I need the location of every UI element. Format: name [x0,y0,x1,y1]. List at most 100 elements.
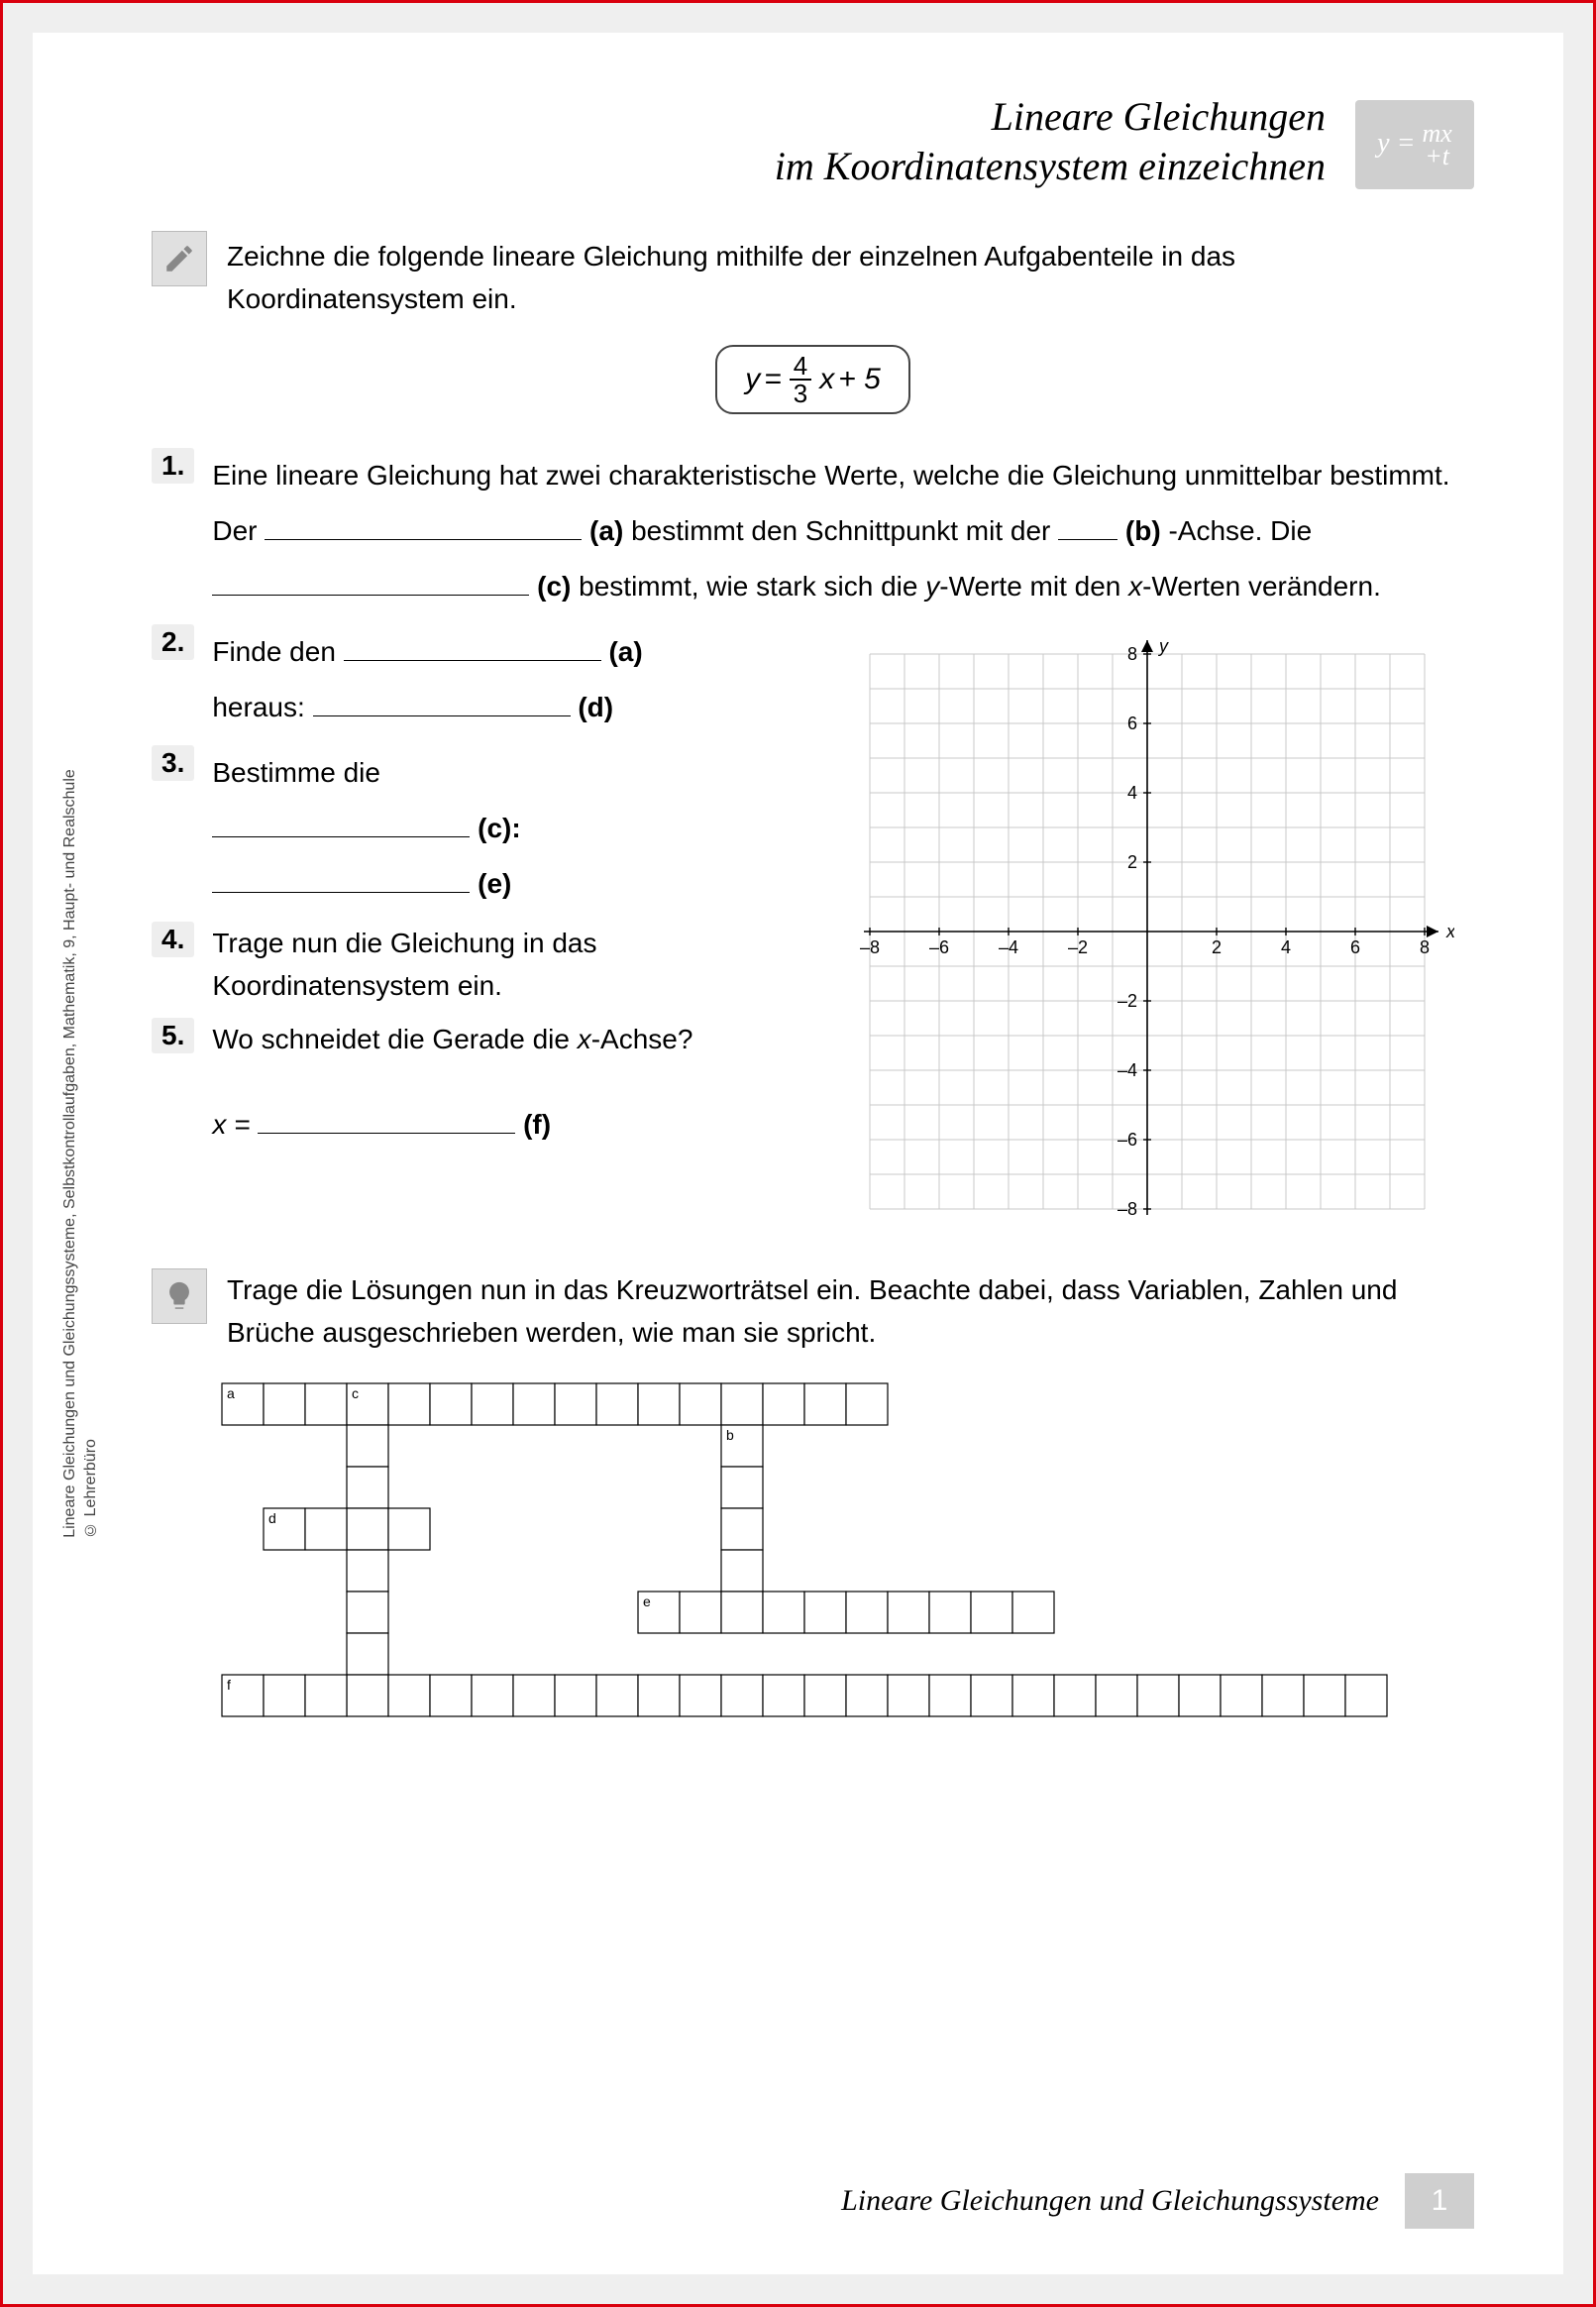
svg-text:f: f [227,1677,231,1693]
svg-text:2: 2 [1212,937,1222,957]
svg-text:–4: –4 [1117,1060,1137,1080]
svg-text:c: c [352,1385,359,1401]
intro-text: Zeichne die folgende lineare Gleichung m… [227,231,1474,321]
eq-den: 3 [790,381,811,406]
t1-blank-a[interactable] [265,512,582,540]
t3-pre: Bestimme die [212,757,380,788]
crossword-intro: Trage die Lösungen nun in das Kreuzwortr… [227,1268,1474,1355]
t3-label-e: (e) [478,868,511,899]
svg-text:–8: –8 [1117,1199,1137,1219]
task-5-body: Wo schneidet die Gerade die x-Achse? x =… [212,1018,810,1147]
formula-badge: y = mx +t [1355,100,1474,189]
svg-text:–2: –2 [1068,937,1088,957]
t3-blank-c[interactable] [212,810,470,837]
t1-blank-c[interactable] [212,568,529,596]
t5-post: -Achse? [591,1024,693,1054]
t1-blank-b[interactable] [1058,512,1117,540]
badge-y: y [1377,127,1389,158]
footer-text: Lineare Gleichungen und Gleichungssystem… [841,2184,1379,2218]
svg-text:a: a [227,1385,235,1401]
badge-eq: = [1397,127,1416,158]
task-2-num: 2. [152,624,194,660]
svg-text:b: b [726,1427,734,1443]
title-line-2: im Koordinatensystem einzeichnen [775,144,1326,188]
t5-label-f: (f) [523,1109,551,1140]
t1-mid4: -Werte mit den [939,571,1128,602]
page-header: Lineare Gleichungen im Koordinatensystem… [152,92,1474,191]
page-number: 1 [1405,2173,1474,2229]
t1-label-c: (c) [537,571,571,602]
svg-text:2: 2 [1127,852,1137,872]
task-4: 4. Trage nun die Gleichung in das Koordi… [152,922,810,1008]
two-col: 2. Finde den (a) heraus: (d) 3. Bestimme… [152,624,1474,1239]
task-1-body: Eine lineare Gleichung hat zwei charakte… [212,448,1474,614]
eq-y: y [745,363,760,396]
task-5-num: 5. [152,1018,194,1053]
t1-mid1: bestimmt den Schnittpunkt mit der [631,515,1058,546]
svg-text:–4: –4 [999,937,1018,957]
t1-mid3: bestimmt, wie stark sich die [579,571,925,602]
scan-outer: Lineare Gleichungen und Gleichungssystem… [0,0,1596,2307]
task-2-body: Finde den (a) heraus: (d) [212,624,810,735]
svg-text:–6: –6 [1117,1130,1137,1150]
eq-num: 4 [790,353,811,381]
lightbulb-icon [152,1268,207,1324]
task-3-body: Bestimme die (c): (e) [212,745,810,912]
svg-text:e: e [643,1593,651,1609]
svg-text:6: 6 [1127,714,1137,733]
svg-text:8: 8 [1127,644,1137,664]
t2-label-a: (a) [608,636,642,667]
svg-text:8: 8 [1420,937,1430,957]
t1-label-a: (a) [589,515,623,546]
task-1: 1. Eine lineare Gleichung hat zwei chara… [152,448,1474,614]
equation-box: y = 4 3 x + 5 [715,345,910,414]
svg-text:d: d [268,1510,276,1526]
crossword-grid[interactable]: a c b d e f [221,1382,1390,1719]
task-3-num: 3. [152,745,194,781]
page-footer: Lineare Gleichungen und Gleichungssystem… [841,2173,1474,2229]
crossword[interactable]: a c b d e f [221,1382,1474,1719]
badge-plus-t: +t [1425,142,1449,170]
svg-text:4: 4 [1127,783,1137,803]
eq-plus5: + 5 [838,363,881,396]
svg-text:6: 6 [1350,937,1360,957]
t2-blank-d[interactable] [313,689,571,716]
task-2: 2. Finde den (a) heraus: (d) [152,624,810,735]
right-col: –8–6–4–22468–8–6–4–22468xy [840,624,1474,1239]
credit-line-1: Lineare Gleichungen und Gleichungssystem… [61,769,78,1538]
left-col: 2. Finde den (a) heraus: (d) 3. Bestimme… [152,624,810,1156]
t1-mid5: -Werten verändern. [1142,571,1381,602]
t5-ans-pre: x = [212,1109,258,1140]
t3-blank-e[interactable] [212,865,470,893]
t1-y: y [925,571,939,602]
t1-mid2: -Achse. Die [1168,515,1312,546]
pencil-icon [152,231,207,286]
svg-text:x: x [1445,922,1454,941]
svg-text:–2: –2 [1117,991,1137,1011]
task-4-num: 4. [152,922,194,957]
eq-equals: = [764,363,782,396]
equation-wrap: y = 4 3 x + 5 [152,335,1474,448]
task-3: 3. Bestimme die (c): (e) [152,745,810,912]
t2-blank-a[interactable] [344,633,601,661]
title-line-1: Lineare Gleichungen [992,94,1326,139]
t5-blank-f[interactable] [258,1106,515,1134]
svg-text:y: y [1157,636,1169,656]
task-5: 5. Wo schneidet die Gerade die x-Achse? … [152,1018,810,1147]
task-4-body: Trage nun die Gleichung in das Koordinat… [212,922,810,1008]
t1-x: x [1128,571,1142,602]
crossword-intro-row: Trage die Lösungen nun in das Kreuzwortr… [152,1268,1474,1355]
t5-pre: Wo schneidet die Gerade die [212,1024,577,1054]
side-credit: Lineare Gleichungen und Gleichungssystem… [60,769,102,1538]
svg-text:–8: –8 [860,937,880,957]
coordinate-grid[interactable]: –8–6–4–22468–8–6–4–22468xy [840,624,1454,1239]
t1-label-b: (b) [1125,515,1161,546]
svg-text:–6: –6 [929,937,949,957]
t2-line2: heraus: [212,692,312,722]
worksheet-page: Lineare Gleichungen und Gleichungssystem… [33,33,1563,2274]
eq-x: x [819,363,834,396]
credit-line-2: © Lehrerbüro [82,1439,99,1538]
t5-x: x [578,1024,591,1054]
t2-pre: Finde den [212,636,343,667]
t2-label-d: (d) [578,692,613,722]
